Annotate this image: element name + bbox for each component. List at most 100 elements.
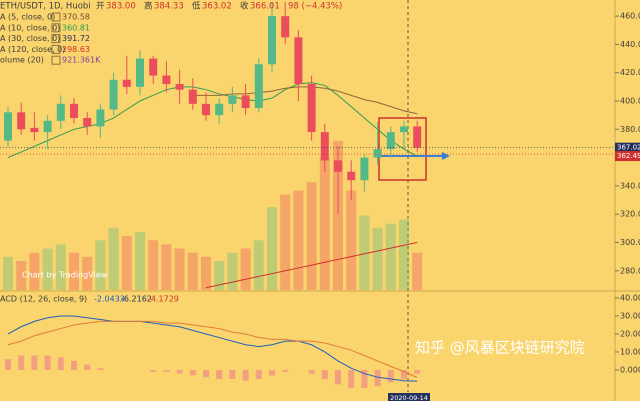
candle-body [4, 112, 12, 141]
candle-body [360, 157, 369, 181]
macd-histogram [216, 369, 223, 379]
candle-body [294, 37, 303, 85]
macd-histogram [44, 355, 51, 370]
legend-swatch [51, 44, 61, 54]
macd-y-tick-label: 20.0000 [620, 329, 640, 338]
candle-body [268, 16, 276, 65]
macd-histogram [255, 369, 262, 379]
candle-body [70, 103, 78, 118]
macd-macd_line [7, 315, 418, 382]
volume-bar [399, 219, 409, 290]
macd-histogram [361, 369, 368, 388]
ohlc-label: 低 [192, 1, 201, 12]
candle-body [281, 16, 290, 38]
candle-body [109, 79, 118, 110]
volume-bar [174, 248, 185, 290]
y-tick-label: 320.00 [620, 210, 640, 219]
legend-swatch [51, 12, 61, 22]
candle-body [175, 84, 184, 90]
candle-body [307, 84, 316, 133]
macd-histogram [414, 369, 421, 374]
volume-bar [280, 194, 291, 290]
volume-bar [121, 236, 132, 290]
ohlc-value: 383.00 [106, 2, 136, 12]
legend-value: 298.63 [62, 45, 90, 54]
cursor-date: 2020-09-14 [390, 394, 428, 401]
macd-y-tick-label: 10.0000 [620, 347, 640, 356]
y-tick-label: 280.00 [620, 266, 640, 275]
candle-body [400, 126, 408, 133]
candle-body [320, 132, 329, 161]
volume-bar [148, 240, 159, 290]
candle-body [188, 89, 197, 104]
macd-histogram [335, 369, 341, 385]
macd-histogram [18, 355, 25, 370]
macd-histogram [374, 369, 381, 387]
ma-line [7, 82, 418, 159]
ohlc-value: 363.02 [202, 2, 232, 12]
macd-histogram [189, 369, 196, 376]
candle-body [228, 95, 237, 104]
volume-bar [135, 232, 145, 290]
macd-legend-value: -4.1729 [148, 295, 179, 304]
macd-histogram [387, 369, 394, 383]
volume-bar [108, 227, 119, 290]
candle-body [30, 127, 39, 133]
legend-name: A (30, close, 0) [0, 34, 60, 43]
y-tick-label: 460.00 [620, 12, 640, 21]
volume-bar [82, 256, 93, 290]
price-tag [615, 151, 640, 162]
macd-histogram [31, 355, 38, 370]
ohlc-label: 开 [96, 2, 105, 12]
candle-body [254, 64, 263, 109]
macd-signal_line [7, 320, 418, 378]
price-tag-label: 362.49 [617, 152, 640, 160]
price-tag [615, 142, 640, 153]
legend-value: 921.361K [62, 56, 101, 65]
symbol: ETH/USDT, 1D, Huobi [0, 2, 91, 12]
ohlc-value: 384.33 [154, 2, 184, 12]
candle-body [43, 120, 52, 133]
macd-histogram [176, 369, 183, 374]
candle-body [347, 171, 356, 181]
macd-y-tick-label: 40.0000 [620, 293, 640, 302]
volume-bar [359, 215, 370, 290]
highlight-box [378, 117, 427, 181]
y-tick-label: 300.00 [620, 238, 640, 247]
arrow-head [442, 152, 450, 160]
volume-bar [385, 223, 396, 290]
candle-body [241, 95, 250, 109]
volume-bar [69, 252, 79, 290]
volume-bar [187, 252, 198, 290]
legend-value: 360.81 [62, 23, 90, 32]
volume-bar [253, 240, 264, 290]
candle-body [334, 160, 342, 172]
volume-bar [29, 252, 40, 290]
volume-bar [240, 248, 251, 290]
y-tick-label: 440.00 [620, 40, 640, 49]
legend-swatch [51, 23, 61, 33]
candle-body [136, 58, 144, 87]
macd-histogram [308, 369, 315, 374]
volume-bar [3, 256, 13, 290]
candle-body [96, 109, 105, 127]
macd-histogram [269, 369, 275, 376]
price-tag-label: 367.02 [617, 144, 640, 152]
candle-body [17, 112, 26, 130]
legend-swatch [51, 34, 61, 44]
volume-bar [346, 190, 357, 290]
macd-histogram [150, 369, 157, 372]
legend-name: A (10, close, 0) [0, 23, 60, 32]
y-tick-label: 420.00 [620, 68, 640, 77]
macd-histogram [163, 369, 170, 372]
volume-bar [16, 261, 27, 290]
volume-bar [267, 207, 277, 290]
volume-bar [293, 190, 304, 290]
candle-body [122, 79, 131, 87]
macd-histogram [321, 369, 328, 379]
volume-bar [42, 248, 53, 290]
change: 98 (−4.43%) [288, 2, 342, 12]
macd-histogram [97, 368, 104, 370]
